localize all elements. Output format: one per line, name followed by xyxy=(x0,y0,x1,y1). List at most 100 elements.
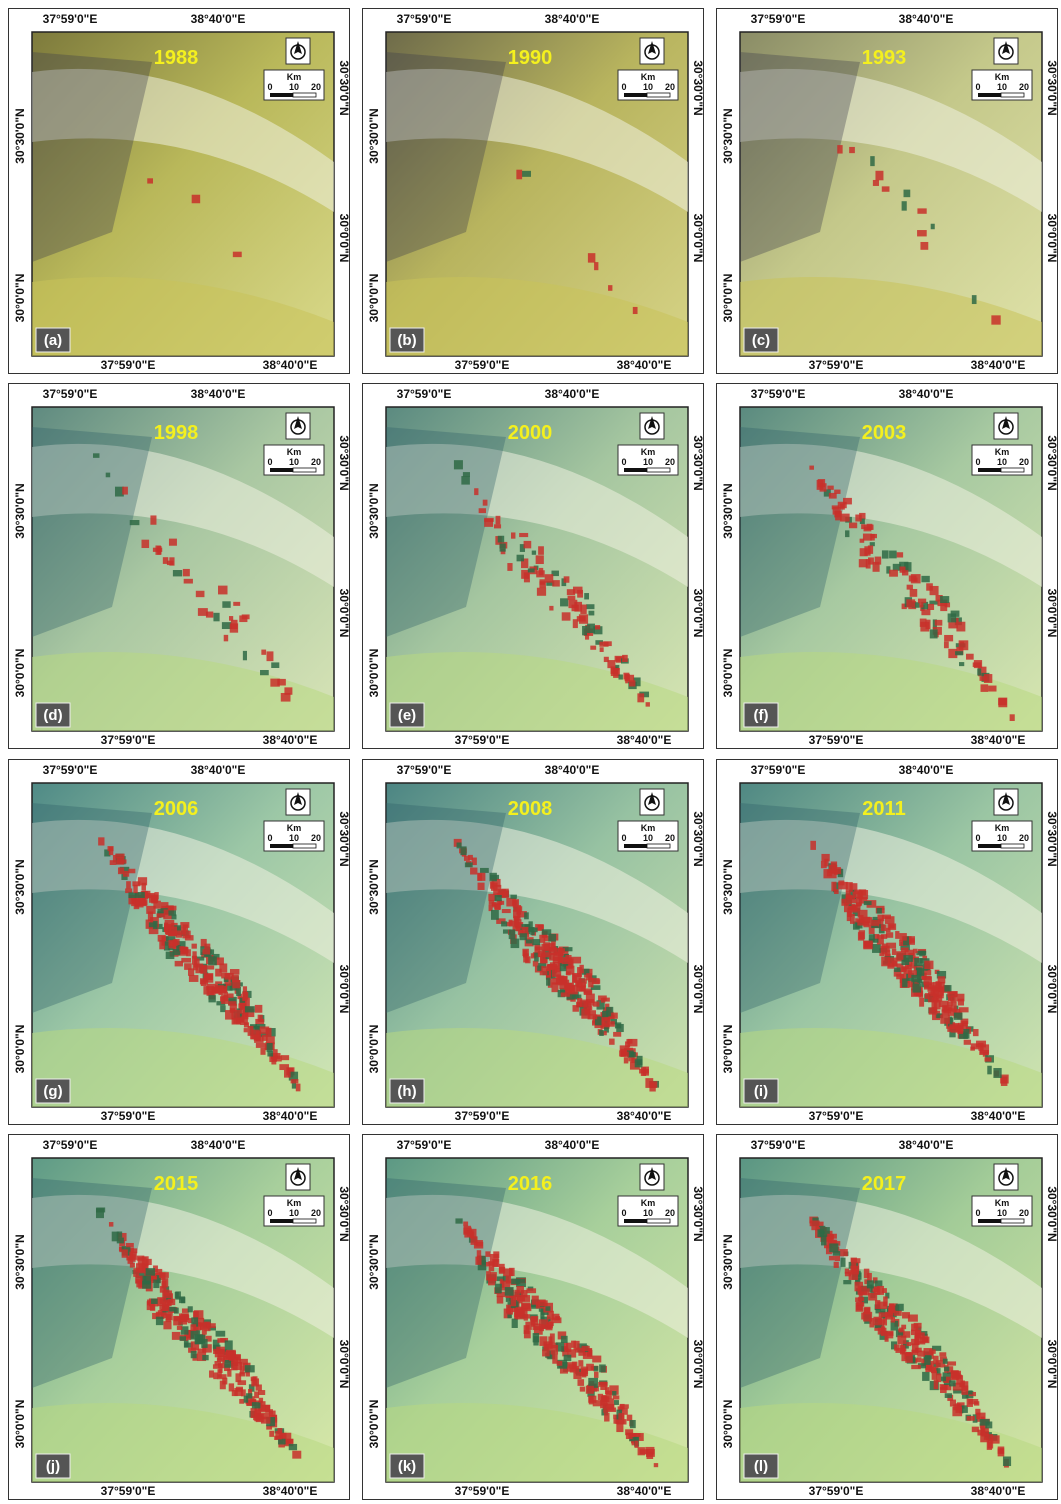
field xyxy=(531,1316,538,1325)
field xyxy=(626,1433,633,1439)
field xyxy=(832,505,840,509)
field xyxy=(192,951,196,958)
field xyxy=(960,1380,965,1387)
scale-bar xyxy=(270,1219,293,1223)
longitude-label: 37°59'0"E xyxy=(809,733,864,747)
longitude-label: 38°40'0"E xyxy=(617,733,672,747)
field xyxy=(980,1419,990,1426)
longitude-label: 38°40'0"E xyxy=(263,1109,318,1123)
panel-label: (f) xyxy=(754,707,769,724)
field xyxy=(968,1390,972,1394)
field xyxy=(506,898,516,907)
field xyxy=(944,642,949,649)
field xyxy=(984,1057,991,1061)
field xyxy=(126,881,131,888)
field xyxy=(875,171,883,181)
field xyxy=(488,1261,494,1266)
latitude-label: 30°0'0"N xyxy=(367,1400,381,1449)
scale-bar xyxy=(647,1219,670,1223)
field xyxy=(265,1405,270,1413)
field xyxy=(150,1305,155,1311)
field xyxy=(599,642,608,647)
field xyxy=(654,1463,658,1467)
field xyxy=(588,253,595,262)
field xyxy=(967,1399,973,1407)
field xyxy=(605,1387,609,1394)
field xyxy=(538,546,544,555)
scale-tick: 10 xyxy=(289,833,299,843)
field xyxy=(168,940,177,946)
field xyxy=(464,1226,471,1234)
field xyxy=(196,591,205,597)
year-label: 1988 xyxy=(154,47,199,69)
field xyxy=(524,541,532,548)
field xyxy=(542,1349,550,1356)
field xyxy=(539,579,544,584)
field xyxy=(292,1451,301,1459)
latitude-label: 30°0'0"N xyxy=(1045,1340,1058,1389)
latitude-label: 30°30'0"N xyxy=(337,435,350,490)
longitude-label: 38°40'0"E xyxy=(545,763,600,777)
scale-tick: 10 xyxy=(997,833,1007,843)
field xyxy=(185,935,194,940)
field xyxy=(604,1413,609,1422)
field xyxy=(146,1268,156,1276)
longitude-label: 38°40'0"E xyxy=(263,733,318,747)
longitude-label: 37°59'0"E xyxy=(101,1484,156,1498)
longitude-label: 37°59'0"E xyxy=(43,387,98,401)
scale-tick: 20 xyxy=(311,833,321,843)
scale-tick: 10 xyxy=(289,1208,299,1218)
field xyxy=(218,586,227,595)
map-panel: 37°59'0"E38°40'0"E37°59'0"E38°40'0"E30°3… xyxy=(8,383,350,749)
field xyxy=(192,195,201,204)
field xyxy=(255,1409,261,1416)
field xyxy=(106,473,110,478)
field xyxy=(948,622,957,628)
field xyxy=(988,1439,994,1449)
field xyxy=(917,1351,925,1357)
scale-bar xyxy=(978,1219,1001,1223)
field xyxy=(192,944,197,949)
field xyxy=(834,1262,839,1268)
field xyxy=(870,156,874,166)
field xyxy=(133,885,137,893)
field xyxy=(200,978,208,984)
field xyxy=(607,660,615,668)
field xyxy=(611,1013,618,1019)
latitude-label: 30°30'0"N xyxy=(13,1234,27,1289)
field xyxy=(557,1361,563,1366)
field xyxy=(122,487,128,495)
field xyxy=(939,1352,946,1356)
field xyxy=(552,580,560,586)
field xyxy=(959,662,964,666)
field xyxy=(909,575,917,581)
field xyxy=(239,615,247,622)
latitude-label: 30°30'0"N xyxy=(367,108,381,163)
field xyxy=(110,860,117,865)
field xyxy=(224,635,228,641)
field xyxy=(271,662,279,668)
field xyxy=(524,912,529,919)
field xyxy=(549,606,553,611)
field xyxy=(159,1272,169,1278)
field xyxy=(561,992,570,996)
field xyxy=(493,885,501,895)
field xyxy=(967,1416,975,1421)
field xyxy=(515,1310,524,1319)
year-label: 2017 xyxy=(862,1173,907,1195)
field xyxy=(613,1032,621,1037)
field xyxy=(973,1029,979,1036)
field xyxy=(281,1055,289,1060)
field xyxy=(919,603,923,608)
field xyxy=(849,147,855,153)
field xyxy=(954,1013,963,1020)
field xyxy=(149,922,156,927)
scale-unit: Km xyxy=(287,447,302,457)
field xyxy=(260,670,269,675)
longitude-label: 37°59'0"E xyxy=(455,1484,510,1498)
longitude-label: 38°40'0"E xyxy=(191,763,246,777)
field xyxy=(907,1342,912,1346)
field xyxy=(1003,1456,1011,1466)
field xyxy=(232,975,239,982)
